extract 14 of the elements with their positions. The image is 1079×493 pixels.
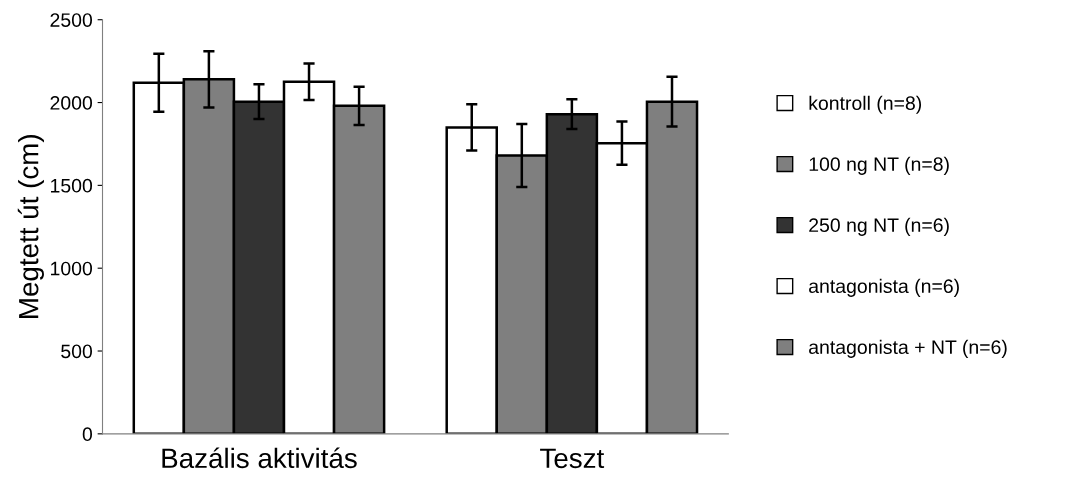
y-tick-label: 2000 bbox=[50, 96, 93, 110]
y-tick-label: 1000 bbox=[51, 261, 93, 276]
x-tick-label: Bazális aktivitás bbox=[162, 447, 357, 469]
y-tick-label: 1500 bbox=[51, 178, 93, 193]
legend-label: 250 ng NT (n=6) bbox=[809, 217, 949, 236]
legend-label: 100 ng NT (n=8) bbox=[809, 156, 949, 175]
y-axis-title: Megtett út (cm) bbox=[17, 135, 44, 318]
legend-label: kontroll (n=8) bbox=[809, 95, 922, 114]
legend-label: antagonista (n=6) bbox=[809, 278, 959, 297]
y-tick-label: 500 bbox=[61, 344, 93, 359]
y-tick-label: 2500 bbox=[50, 13, 93, 27]
y-tick-label: 0 bbox=[82, 427, 93, 442]
x-tick-label: Teszt bbox=[540, 448, 605, 469]
legend-label: antagonista + NT (n=6) bbox=[809, 339, 1007, 358]
